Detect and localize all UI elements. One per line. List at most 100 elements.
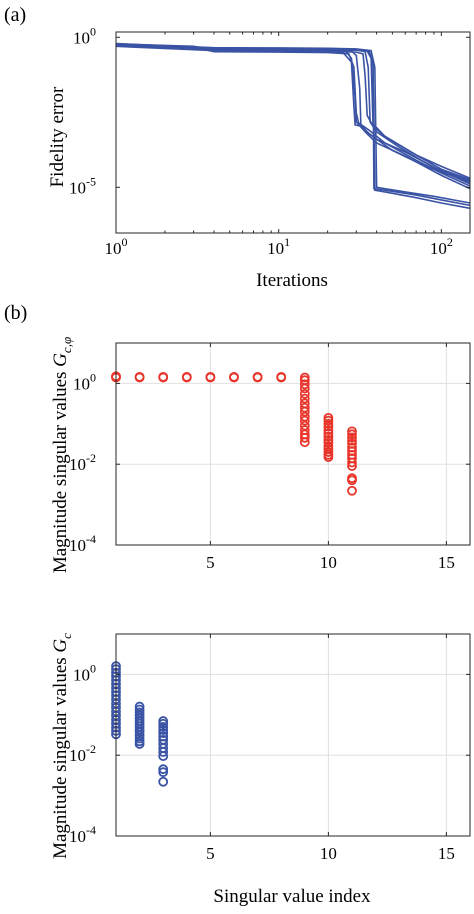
x-tick-label: 101 <box>267 235 290 258</box>
data-point <box>323 428 334 439</box>
fidelity-error-chart: Fidelity error Iterations 100 101 10210010… <box>47 24 471 291</box>
data-point <box>158 764 169 775</box>
data-point <box>158 728 169 739</box>
x-tick-label: 10 <box>320 553 337 572</box>
x-tick-label-exponent: 2 <box>447 235 453 249</box>
x-tick-label-base: 10 <box>430 239 447 258</box>
y-tick-label-base: 10 <box>73 665 90 684</box>
y-tick-label: 100 <box>73 661 96 684</box>
data-point <box>323 415 334 426</box>
x-tick-label: 100 <box>105 235 128 258</box>
data-point <box>158 372 169 383</box>
y-tick-label: 10-4 <box>69 532 96 555</box>
data-point <box>158 718 169 729</box>
data-point <box>158 747 169 757</box>
y-tick-label-exponent: 0 <box>90 24 96 38</box>
x-axis-label: Iterations <box>256 270 328 291</box>
data-point <box>299 411 310 422</box>
data-point <box>299 406 310 417</box>
y-axis-label-subscript: c <box>59 633 74 639</box>
x-tick-label-base: 10 <box>267 239 284 258</box>
y-tick-label: 100 <box>73 24 96 47</box>
data-point <box>205 372 216 383</box>
plot-area <box>116 634 470 836</box>
data-point <box>181 372 192 383</box>
data-point <box>347 426 357 437</box>
x-tick-label: 5 <box>206 553 215 572</box>
data-point <box>299 432 310 443</box>
axes-box <box>115 633 471 837</box>
data-point <box>158 722 169 732</box>
x-tick-label: 15 <box>438 844 455 863</box>
y-tick-label-base: 10 <box>69 827 86 846</box>
data-point <box>347 432 357 443</box>
y-tick-label-base: 10 <box>69 536 86 555</box>
y-tick-label: 10-2 <box>69 451 96 474</box>
y-axis-label: Magnitude singular values Gc,φ <box>50 337 74 573</box>
y-axis-label: Fidelity error <box>47 86 68 187</box>
x-tick-label: 15 <box>438 553 455 572</box>
data-point <box>299 383 310 394</box>
data-point <box>134 739 145 749</box>
y-tick-label: 100 <box>73 370 96 393</box>
data-point <box>158 725 169 735</box>
series-line-3 <box>115 45 471 187</box>
axes-box <box>115 31 471 234</box>
y-tick-label-base: 10 <box>69 455 86 474</box>
data-point <box>276 372 287 383</box>
data-point <box>323 418 334 429</box>
data-point <box>299 379 310 390</box>
data-point <box>323 447 334 457</box>
data-point <box>158 767 169 778</box>
y-tick-label-base: 10 <box>73 374 90 393</box>
panel-b-label: (b) <box>4 302 27 324</box>
y-tick-label: 10-4 <box>69 823 96 846</box>
data-point <box>323 437 334 448</box>
data-point <box>158 751 169 761</box>
y-axis-label-text: Magnitude singular values <box>50 367 71 573</box>
data-point <box>323 434 334 445</box>
data-point <box>158 776 169 787</box>
y-tick-label-exponent: -4 <box>86 823 96 837</box>
y-tick-label: 10-2 <box>69 742 96 765</box>
data-point <box>299 437 310 448</box>
data-point <box>299 402 310 413</box>
data-point <box>323 452 334 462</box>
y-axis-label-subscript: c,φ <box>59 337 74 353</box>
y-tick-label-exponent: 0 <box>90 661 96 675</box>
data-point <box>134 727 145 738</box>
x-axis-label: Singular value index <box>213 886 371 907</box>
plot-area <box>116 32 470 233</box>
x-tick-label: 102 <box>430 235 453 258</box>
data-point <box>323 421 334 432</box>
plot-area <box>116 343 470 545</box>
y-tick-label: 10-5 <box>69 174 96 197</box>
y-tick-label-base: 10 <box>73 28 90 47</box>
data-point <box>347 429 357 440</box>
panel-a-label: (a) <box>4 4 26 26</box>
x-tick-label-exponent: 1 <box>284 235 290 249</box>
data-point <box>347 461 357 471</box>
y-axis-label-symbol: G <box>50 353 71 367</box>
data-point <box>229 372 239 383</box>
x-tick-label: 10 <box>320 844 337 863</box>
axes-box <box>115 342 471 546</box>
x-tick-label-exponent: 0 <box>122 235 128 249</box>
y-tick-label-exponent: -2 <box>86 451 96 465</box>
y-tick-label-base: 10 <box>69 746 86 765</box>
y-tick-label-exponent: -2 <box>86 742 96 756</box>
y-axis-label-text: Magnitude singular values <box>50 653 71 859</box>
y-axis-label: Magnitude singular values Gc <box>50 633 74 859</box>
data-point <box>299 393 310 404</box>
singular-values-gcphi-chart: Magnitude singular values Gc,φ 5 10 151001… <box>50 337 471 573</box>
singular-values-gc-chart: Magnitude singular values Gc Singular va… <box>50 633 471 907</box>
data-point <box>134 733 145 744</box>
data-point <box>299 388 310 399</box>
data-point <box>347 475 357 486</box>
data-point <box>134 372 145 383</box>
data-point <box>323 431 334 442</box>
y-tick-label-exponent: 0 <box>90 370 96 384</box>
y-tick-label-base: 10 <box>69 178 86 197</box>
y-tick-label-exponent: -4 <box>86 532 96 546</box>
data-point <box>347 435 357 446</box>
